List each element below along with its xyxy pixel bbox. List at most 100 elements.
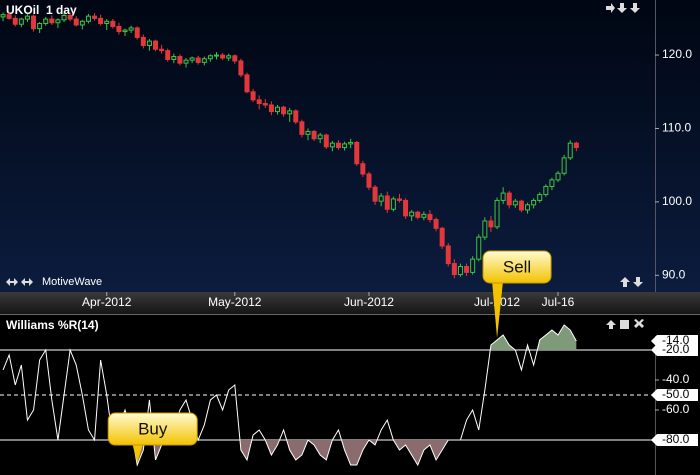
candle-body	[244, 74, 250, 93]
candle-body	[384, 195, 390, 210]
candle-body	[262, 103, 268, 106]
candle-body	[537, 194, 543, 201]
candle-body	[92, 15, 98, 19]
candle-body	[268, 104, 274, 113]
candle-body	[189, 57, 195, 61]
icon-up[interactable]	[620, 277, 630, 287]
x-tick-label: Jun-2012	[344, 295, 394, 309]
candle-body	[518, 200, 524, 211]
candle-body	[232, 55, 238, 62]
candle-body	[165, 50, 171, 60]
candle-body	[366, 173, 372, 188]
candle-body	[0, 14, 6, 18]
x-tick-label: Apr-2012	[82, 295, 132, 309]
candle-body	[433, 219, 439, 229]
candle-body	[488, 220, 494, 228]
candle-body	[250, 91, 256, 101]
candle-body	[378, 195, 384, 202]
candle-body	[372, 186, 378, 202]
candle-body	[470, 258, 476, 273]
candle-body	[354, 141, 360, 165]
candle-body	[226, 55, 232, 59]
candle-body	[85, 15, 91, 22]
candle-body	[482, 220, 488, 238]
icon-down[interactable]	[633, 277, 643, 287]
time-axis	[0, 292, 700, 314]
candle-body	[543, 185, 549, 196]
candle-body	[549, 179, 555, 187]
candle-body	[195, 57, 201, 63]
icon-arrow[interactable]	[630, 3, 640, 13]
icon-arrow[interactable]	[617, 3, 627, 13]
icon-arrow[interactable]	[606, 3, 615, 13]
icon-scroll[interactable]	[21, 278, 33, 286]
candle-body	[335, 142, 341, 149]
callout-label: Sell	[503, 257, 531, 276]
candle-body	[134, 27, 140, 38]
candle-body	[299, 121, 305, 135]
candle-body	[274, 106, 280, 113]
y-tick-label: 100.0	[662, 194, 692, 208]
candle-body	[445, 245, 451, 265]
price-pane	[0, 0, 700, 292]
candle-body	[140, 36, 146, 47]
candle-body	[561, 157, 567, 174]
candle-body	[67, 14, 73, 20]
candle-body	[128, 27, 134, 31]
candle-body	[305, 130, 311, 135]
candle-body	[37, 22, 43, 30]
candle-body	[122, 29, 128, 33]
candle-body	[287, 110, 293, 115]
y-tick-label: -60.0	[662, 402, 690, 416]
candle-body	[409, 211, 415, 217]
candle-body	[281, 106, 287, 115]
x-tick-label: May-2012	[208, 295, 262, 309]
candle-body	[153, 40, 159, 50]
indicator-title: Williams %R(14)	[6, 318, 99, 332]
candle-body	[342, 143, 348, 149]
candle-body	[476, 236, 482, 260]
candle-body	[567, 142, 573, 159]
symbol-title: UKOil 1 day	[6, 3, 77, 17]
icon-maximize[interactable]	[620, 320, 629, 329]
tick-tag	[651, 344, 698, 356]
candle-body	[256, 99, 262, 105]
candle-body	[451, 263, 457, 276]
candle-body	[214, 54, 220, 57]
candle-body	[421, 213, 427, 218]
candle-body	[238, 60, 244, 76]
candle-body	[43, 18, 49, 24]
candle-body	[207, 55, 213, 60]
candle-body	[348, 141, 354, 145]
y-tick-label: -20.0	[662, 342, 690, 356]
candle-body	[183, 59, 189, 64]
candle-body	[573, 142, 579, 149]
candle-body	[427, 213, 433, 221]
candle-body	[415, 211, 421, 218]
candle-body	[55, 19, 61, 24]
candle-body	[171, 56, 177, 60]
candle-body	[525, 204, 531, 211]
candle-body	[61, 14, 67, 21]
zone-fill	[3, 440, 577, 466]
callout-pointer	[492, 280, 504, 338]
icon-up[interactable]	[606, 320, 616, 329]
candle-body	[31, 15, 37, 30]
candle-body	[464, 266, 470, 273]
candle-body	[177, 56, 183, 64]
icon-close[interactable]	[634, 319, 644, 328]
candle-body	[512, 200, 518, 206]
candle-body	[98, 17, 104, 24]
icon-scroll[interactable]	[6, 278, 18, 286]
pane-controls[interactable]	[6, 3, 644, 329]
candle-body	[311, 130, 317, 140]
candle-body	[457, 266, 463, 276]
indicator-line	[2, 324, 577, 467]
y-tick-label: 90.0	[662, 267, 686, 281]
tick-tag	[651, 434, 698, 446]
candle-body	[317, 134, 323, 140]
candle-body	[531, 199, 537, 206]
y-tick-label: 120.0	[662, 47, 692, 61]
candle-body	[494, 199, 500, 228]
